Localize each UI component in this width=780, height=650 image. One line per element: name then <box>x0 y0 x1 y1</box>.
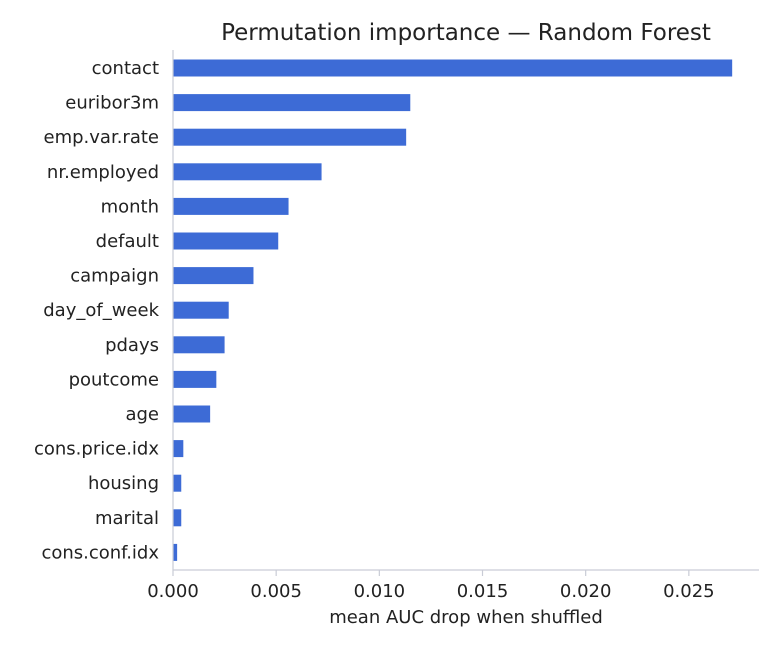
bar-month <box>173 197 289 215</box>
category-labels-group: contact euribor3m emp.var.rate nr.employed m… <box>34 58 160 563</box>
category-label: campaign <box>70 266 159 287</box>
bar-day-of-week <box>173 301 229 319</box>
bar-campaign <box>173 267 254 285</box>
x-tick-label: 0.015 <box>457 581 509 602</box>
bar-cons-price-idx <box>173 440 184 458</box>
bar-pdays <box>173 336 225 354</box>
category-label: default <box>96 231 159 252</box>
category-label: pdays <box>105 335 159 356</box>
category-label: contact <box>92 58 159 79</box>
bar-age <box>173 405 211 423</box>
bar-default <box>173 232 279 250</box>
category-label: marital <box>95 508 159 529</box>
category-label: nr.employed <box>47 162 159 183</box>
x-axis-label: mean AUC drop when shuffled <box>329 607 603 628</box>
bar-marital <box>173 509 182 527</box>
category-label: euribor3m <box>65 93 159 114</box>
bar-contact <box>173 59 733 77</box>
bar-nr-employed <box>173 163 322 181</box>
x-ticks-group: 0.000 0.005 0.010 0.015 0.020 0.025 <box>147 570 715 602</box>
category-label: emp.var.rate <box>44 127 159 148</box>
category-label: poutcome <box>69 369 159 390</box>
category-label: age <box>125 404 159 425</box>
x-tick-label: 0.005 <box>250 581 302 602</box>
x-tick-label: 0.010 <box>354 581 406 602</box>
bars-group <box>173 59 733 561</box>
x-tick-label: 0.000 <box>147 581 199 602</box>
bar-emp-var-rate <box>173 128 407 146</box>
category-label: cons.conf.idx <box>41 542 159 563</box>
category-label: cons.price.idx <box>34 439 159 460</box>
x-tick-label: 0.025 <box>663 581 715 602</box>
chart-title: Permutation importance — Random Forest <box>221 20 711 46</box>
bar-cons-conf-idx <box>173 543 178 561</box>
category-label: month <box>101 196 159 217</box>
bar-housing <box>173 474 182 492</box>
category-label: day_of_week <box>43 300 159 321</box>
bar-poutcome <box>173 370 217 388</box>
bar-euribor3m <box>173 94 411 112</box>
x-tick-label: 0.020 <box>560 581 612 602</box>
category-label: housing <box>88 473 159 494</box>
